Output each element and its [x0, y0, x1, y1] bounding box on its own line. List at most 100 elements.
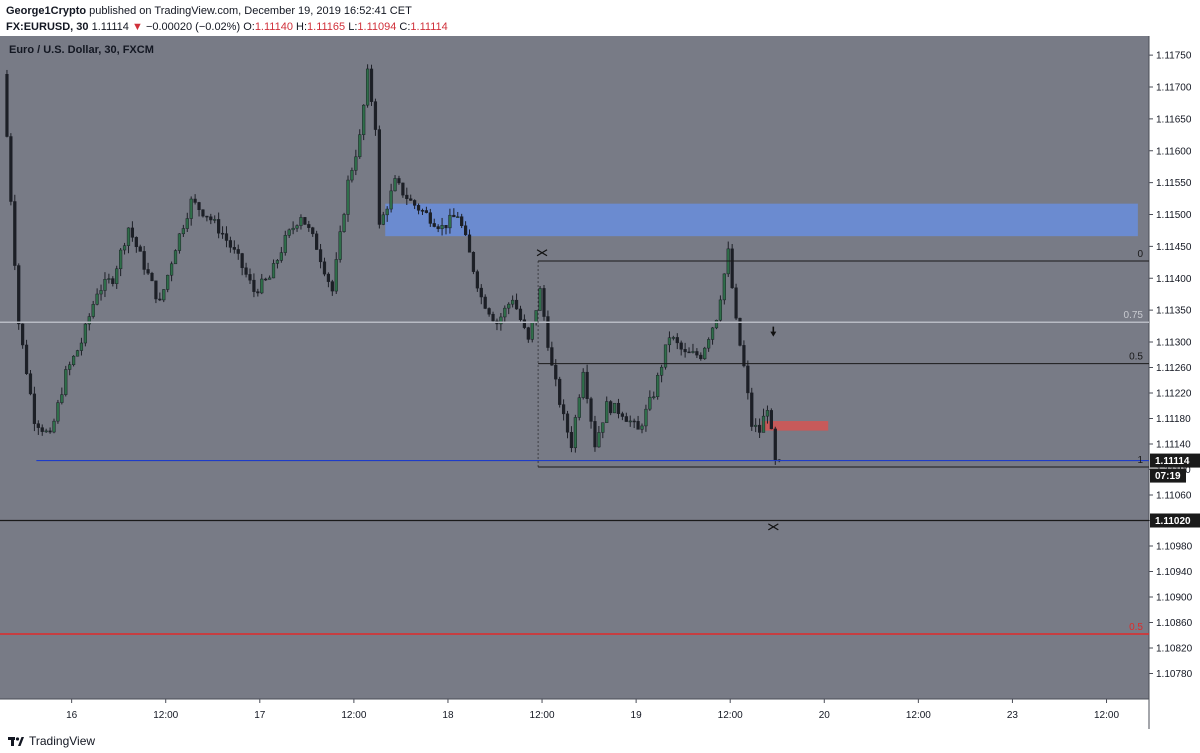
candle[interactable]: [401, 182, 405, 198]
candle[interactable]: [138, 244, 142, 252]
candle[interactable]: [122, 242, 127, 255]
candle[interactable]: [526, 326, 530, 343]
candle[interactable]: [126, 227, 131, 254]
candle[interactable]: [240, 252, 244, 276]
candle[interactable]: [342, 212, 346, 233]
candle[interactable]: [220, 226, 225, 239]
candle[interactable]: [413, 199, 417, 210]
candle[interactable]: [377, 125, 381, 229]
candle[interactable]: [373, 98, 378, 136]
candle[interactable]: [83, 321, 87, 347]
candle[interactable]: [217, 212, 221, 239]
candle[interactable]: [432, 218, 436, 228]
candle[interactable]: [695, 348, 699, 358]
candle[interactable]: [279, 246, 283, 263]
candle[interactable]: [71, 355, 76, 367]
candle[interactable]: [318, 243, 323, 269]
candle[interactable]: [189, 196, 193, 226]
candle[interactable]: [103, 272, 107, 298]
candle[interactable]: [228, 236, 233, 253]
candle[interactable]: [514, 293, 519, 310]
candle[interactable]: [21, 323, 25, 349]
candle[interactable]: [295, 224, 299, 232]
candle[interactable]: [475, 269, 479, 292]
candle[interactable]: [75, 349, 80, 357]
cross-bottom-icon[interactable]: [768, 523, 779, 531]
candle[interactable]: [330, 279, 334, 296]
candle[interactable]: [707, 337, 711, 352]
candle[interactable]: [687, 347, 691, 354]
candle[interactable]: [656, 372, 660, 400]
candle[interactable]: [597, 426, 601, 448]
cross-top-icon[interactable]: [536, 249, 548, 257]
candle[interactable]: [460, 213, 464, 229]
candle[interactable]: [334, 252, 338, 295]
candle[interactable]: [385, 206, 389, 222]
candle[interactable]: [428, 208, 432, 227]
candle[interactable]: [169, 261, 174, 282]
candle[interactable]: [561, 399, 566, 421]
candle[interactable]: [444, 225, 448, 235]
candle[interactable]: [287, 228, 291, 238]
candle[interactable]: [185, 212, 189, 233]
candle[interactable]: [13, 194, 17, 271]
candle[interactable]: [181, 224, 185, 237]
candle[interactable]: [236, 244, 240, 260]
candle[interactable]: [311, 226, 315, 237]
candle[interactable]: [436, 224, 440, 233]
candle[interactable]: [463, 221, 468, 236]
candle[interactable]: [671, 335, 675, 341]
candle[interactable]: [663, 344, 668, 370]
chart-area[interactable]: 0.75 0.5 0 0.5 1 1.11750 1.11700 1.11650 1.1160…: [0, 36, 1200, 729]
candle[interactable]: [558, 376, 562, 408]
candle[interactable]: [99, 284, 103, 301]
candle[interactable]: [260, 273, 264, 295]
candle[interactable]: [405, 187, 409, 205]
candle[interactable]: [538, 285, 542, 311]
candle[interactable]: [24, 339, 29, 375]
candle[interactable]: [79, 337, 84, 356]
candle[interactable]: [193, 194, 197, 205]
candle[interactable]: [573, 414, 577, 453]
candle[interactable]: [338, 225, 342, 263]
candle[interactable]: [369, 64, 374, 106]
candle[interactable]: [659, 364, 664, 383]
candle[interactable]: [397, 175, 401, 185]
candle[interactable]: [142, 245, 146, 275]
candle[interactable]: [730, 244, 734, 289]
candle[interactable]: [64, 365, 68, 397]
candle[interactable]: [636, 415, 640, 430]
candle[interactable]: [256, 288, 260, 297]
candle[interactable]: [424, 206, 429, 214]
candle[interactable]: [714, 319, 719, 330]
candle[interactable]: [487, 307, 491, 317]
price-chart[interactable]: 0.75 0.5 0 0.5 1 1.11750 1.11700 1.11650 1.1160…: [0, 36, 1200, 729]
candle[interactable]: [322, 257, 327, 277]
candle[interactable]: [503, 305, 507, 323]
candle[interactable]: [675, 333, 679, 350]
candle[interactable]: [620, 411, 625, 421]
candle[interactable]: [315, 230, 319, 250]
candle[interactable]: [346, 175, 350, 222]
candle[interactable]: [158, 292, 162, 302]
symbol-label[interactable]: FX:EURUSD, 30: [6, 21, 89, 33]
candle[interactable]: [632, 418, 636, 429]
candle[interactable]: [150, 271, 154, 282]
candle[interactable]: [354, 149, 358, 176]
candle[interactable]: [448, 208, 452, 234]
candle[interactable]: [299, 214, 303, 230]
candle[interactable]: [358, 129, 362, 159]
candle[interactable]: [36, 420, 40, 435]
candle[interactable]: [28, 369, 33, 396]
candle[interactable]: [471, 251, 476, 275]
candle[interactable]: [416, 203, 421, 215]
candle[interactable]: [303, 217, 307, 225]
candle[interactable]: [267, 275, 272, 280]
candle[interactable]: [365, 64, 370, 108]
candle[interactable]: [173, 249, 178, 265]
candle[interactable]: [452, 208, 456, 218]
candle[interactable]: [248, 268, 252, 284]
candle[interactable]: [483, 294, 487, 310]
candle[interactable]: [166, 274, 170, 293]
candle[interactable]: [420, 208, 425, 216]
